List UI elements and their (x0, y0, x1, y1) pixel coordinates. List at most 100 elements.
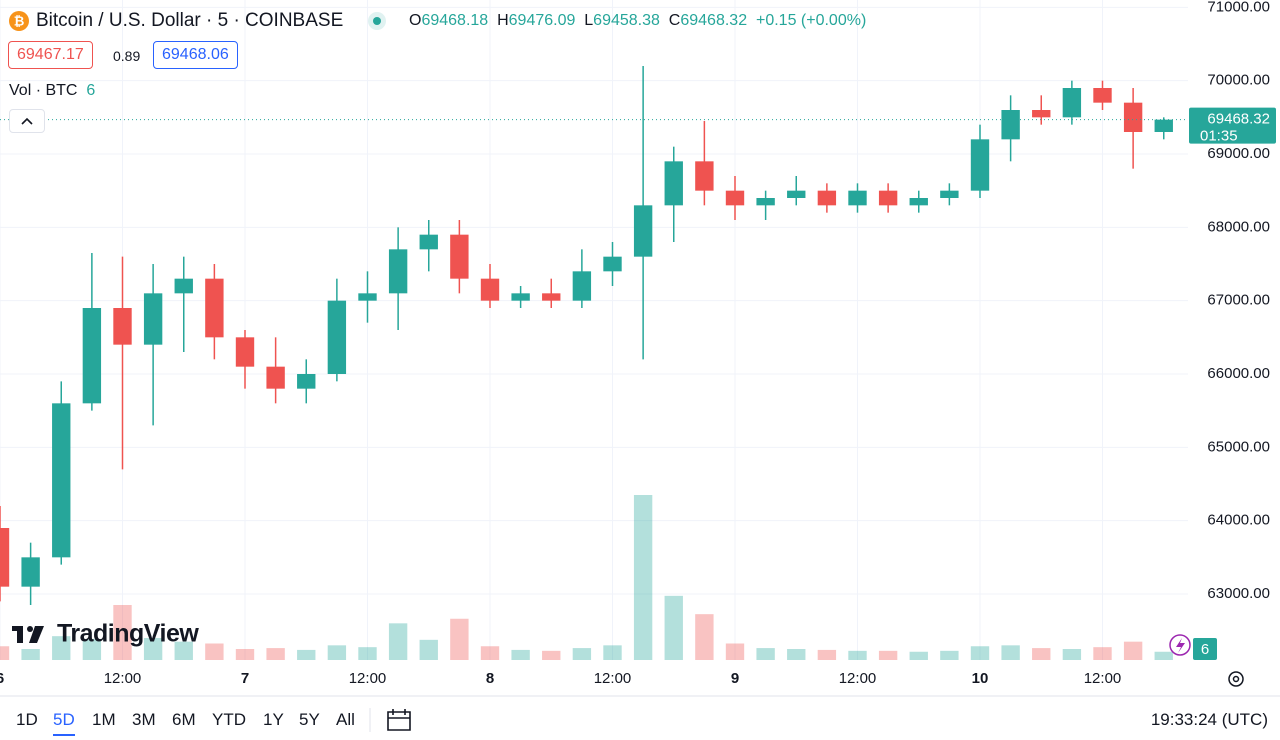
y-tick-label: 64000.00 (1207, 512, 1270, 529)
candle-body (205, 278, 224, 338)
range-button[interactable]: 1D (16, 710, 38, 729)
candle-body (1154, 119, 1173, 132)
x-tick-label: 12:00 (104, 670, 142, 687)
volume-badge-value: 6 (1201, 641, 1209, 658)
volume-bar (1093, 647, 1112, 660)
settings-icon-core (1232, 675, 1240, 683)
candle-body (52, 403, 71, 558)
volume-bar (21, 649, 40, 660)
volume-bar (1123, 641, 1143, 660)
volume-bar (848, 650, 867, 660)
svg-text:₿: ₿ (14, 13, 25, 28)
candle-body (633, 205, 653, 257)
candle-body (1123, 102, 1143, 132)
candle-body (572, 271, 592, 301)
volume-bar (1154, 651, 1173, 660)
volume-bar (1001, 645, 1020, 660)
candle-body (235, 337, 255, 367)
market-status (368, 12, 386, 30)
range-button[interactable]: YTD (212, 710, 246, 729)
alert-bolt (1176, 638, 1185, 653)
candle-body (725, 190, 745, 206)
settings-icon[interactable] (1228, 671, 1244, 687)
candle-body (21, 557, 40, 587)
volume-bar (0, 646, 10, 660)
x-tick-label: 12:00 (349, 670, 387, 687)
volume-bar (480, 646, 500, 660)
range-button[interactable]: 1M (92, 710, 116, 729)
bid-button[interactable]: 69467.17 (8, 41, 93, 69)
volume-bar (633, 495, 653, 660)
collapse-button[interactable] (9, 109, 45, 133)
ohlc-legend: O69468.18 H69476.09 L69458.38 C69468.32 … (409, 12, 866, 30)
volume-bar (695, 614, 714, 660)
range-button[interactable]: 5D (53, 710, 75, 736)
volume-bar (878, 650, 898, 660)
open-value: 69468.18 (421, 12, 489, 29)
candle-body (419, 234, 438, 250)
volume-bar (297, 649, 316, 660)
volume-bar (787, 649, 806, 660)
brand: TradingView (57, 620, 199, 648)
candle-body (450, 234, 469, 279)
candle-body (0, 528, 10, 587)
candle-body (787, 190, 806, 198)
last-price-badge (1189, 107, 1276, 144)
low-value: 69458.38 (593, 12, 660, 29)
candle-body (511, 293, 530, 301)
candle-body (1062, 88, 1082, 118)
clock: 19:33:24 (UTC) (1150, 710, 1268, 729)
volume-bar (327, 645, 347, 660)
range-button[interactable]: 1Y (263, 710, 284, 729)
y-tick-label: 63000.00 (1207, 585, 1270, 602)
candle-body (940, 190, 959, 198)
x-tick-label: 12:00 (594, 670, 632, 687)
volume-bar (358, 647, 377, 660)
candle-body (909, 198, 928, 206)
c-label: C (668, 12, 681, 29)
volume-legend: Vol · BTC 6 (9, 82, 95, 100)
candle-body (664, 161, 683, 206)
volume-bar (388, 623, 408, 660)
chevron (21, 117, 33, 125)
ask-button[interactable]: 69468.06 (153, 41, 238, 69)
volume-last: 6 (86, 82, 96, 99)
volume-bar (572, 648, 592, 660)
volume-bar (113, 605, 132, 660)
candle-body (266, 366, 285, 389)
candle-body (1093, 88, 1112, 103)
candle-body (1032, 110, 1051, 118)
volume-bar (1032, 648, 1051, 660)
candle-body (878, 190, 898, 206)
coin-icon: ₿ (9, 11, 29, 31)
volume-bar (664, 595, 683, 660)
x-tick-label: 7 (241, 670, 249, 687)
y-tick-label: 65000.00 (1207, 438, 1270, 455)
y-tick-label: 67000.00 (1207, 292, 1270, 309)
candle-body (388, 249, 408, 294)
candle-body (113, 308, 132, 345)
volume-bar (266, 648, 285, 660)
range-button[interactable]: 5Y (299, 710, 320, 729)
x-tick-label: 12:00 (839, 670, 877, 687)
h-label: H (497, 12, 509, 29)
candle-body (82, 308, 102, 404)
volume-bar (419, 639, 438, 660)
range-button[interactable]: 3M (132, 710, 156, 729)
change: +0.15 (+0.00%) (755, 12, 867, 29)
volume-bar (940, 650, 959, 660)
range-button[interactable]: 6M (172, 710, 196, 729)
candle-body (756, 198, 775, 206)
volume-bar (756, 648, 775, 660)
date-range-icon[interactable] (387, 709, 411, 731)
range-button[interactable]: All (336, 710, 355, 729)
x-tick-label: 10 (972, 670, 989, 687)
volume-bar (970, 646, 990, 660)
x-tick-label: 12:00 (1084, 670, 1122, 687)
x-tick-label: 8 (486, 670, 494, 687)
symbol-title: Bitcoin / U.S. Dollar · 5 · COINBASE (36, 10, 344, 31)
x-tick-label: 9 (731, 670, 739, 687)
candle-body (174, 278, 193, 294)
